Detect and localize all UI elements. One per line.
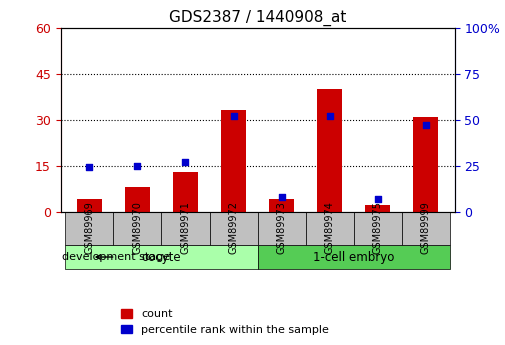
FancyBboxPatch shape xyxy=(210,211,258,245)
Text: GSM89973: GSM89973 xyxy=(277,201,286,254)
Point xyxy=(133,163,141,168)
FancyBboxPatch shape xyxy=(258,245,449,269)
Bar xyxy=(125,187,150,211)
Text: GSM89969: GSM89969 xyxy=(84,201,94,254)
FancyBboxPatch shape xyxy=(401,211,449,245)
FancyBboxPatch shape xyxy=(114,211,162,245)
Bar xyxy=(413,117,438,211)
Text: 1-cell embryo: 1-cell embryo xyxy=(313,250,394,264)
Text: GSM89999: GSM89999 xyxy=(421,201,431,254)
Text: GSM89975: GSM89975 xyxy=(373,201,383,255)
FancyBboxPatch shape xyxy=(66,211,114,245)
FancyBboxPatch shape xyxy=(354,211,401,245)
Text: GSM89970: GSM89970 xyxy=(132,201,142,254)
Point xyxy=(374,196,382,201)
Bar xyxy=(365,206,390,211)
Point xyxy=(422,122,430,128)
Bar xyxy=(77,199,102,211)
Bar xyxy=(269,199,294,211)
FancyBboxPatch shape xyxy=(258,211,306,245)
FancyBboxPatch shape xyxy=(306,211,353,245)
Point xyxy=(85,165,93,170)
Text: development stage: development stage xyxy=(62,252,170,262)
Point xyxy=(229,113,237,119)
Text: GSM89972: GSM89972 xyxy=(229,201,238,255)
Bar xyxy=(221,110,246,211)
Point xyxy=(181,159,189,165)
Point xyxy=(326,113,334,119)
Bar xyxy=(173,172,198,211)
Point xyxy=(278,194,286,200)
FancyBboxPatch shape xyxy=(66,245,258,269)
FancyBboxPatch shape xyxy=(162,211,210,245)
Text: oocyte: oocyte xyxy=(142,250,181,264)
Legend: count, percentile rank within the sample: count, percentile rank within the sample xyxy=(117,305,333,339)
Text: GSM89971: GSM89971 xyxy=(180,201,190,254)
Bar xyxy=(317,89,342,211)
Title: GDS2387 / 1440908_at: GDS2387 / 1440908_at xyxy=(169,10,346,26)
Text: GSM89974: GSM89974 xyxy=(325,201,335,254)
